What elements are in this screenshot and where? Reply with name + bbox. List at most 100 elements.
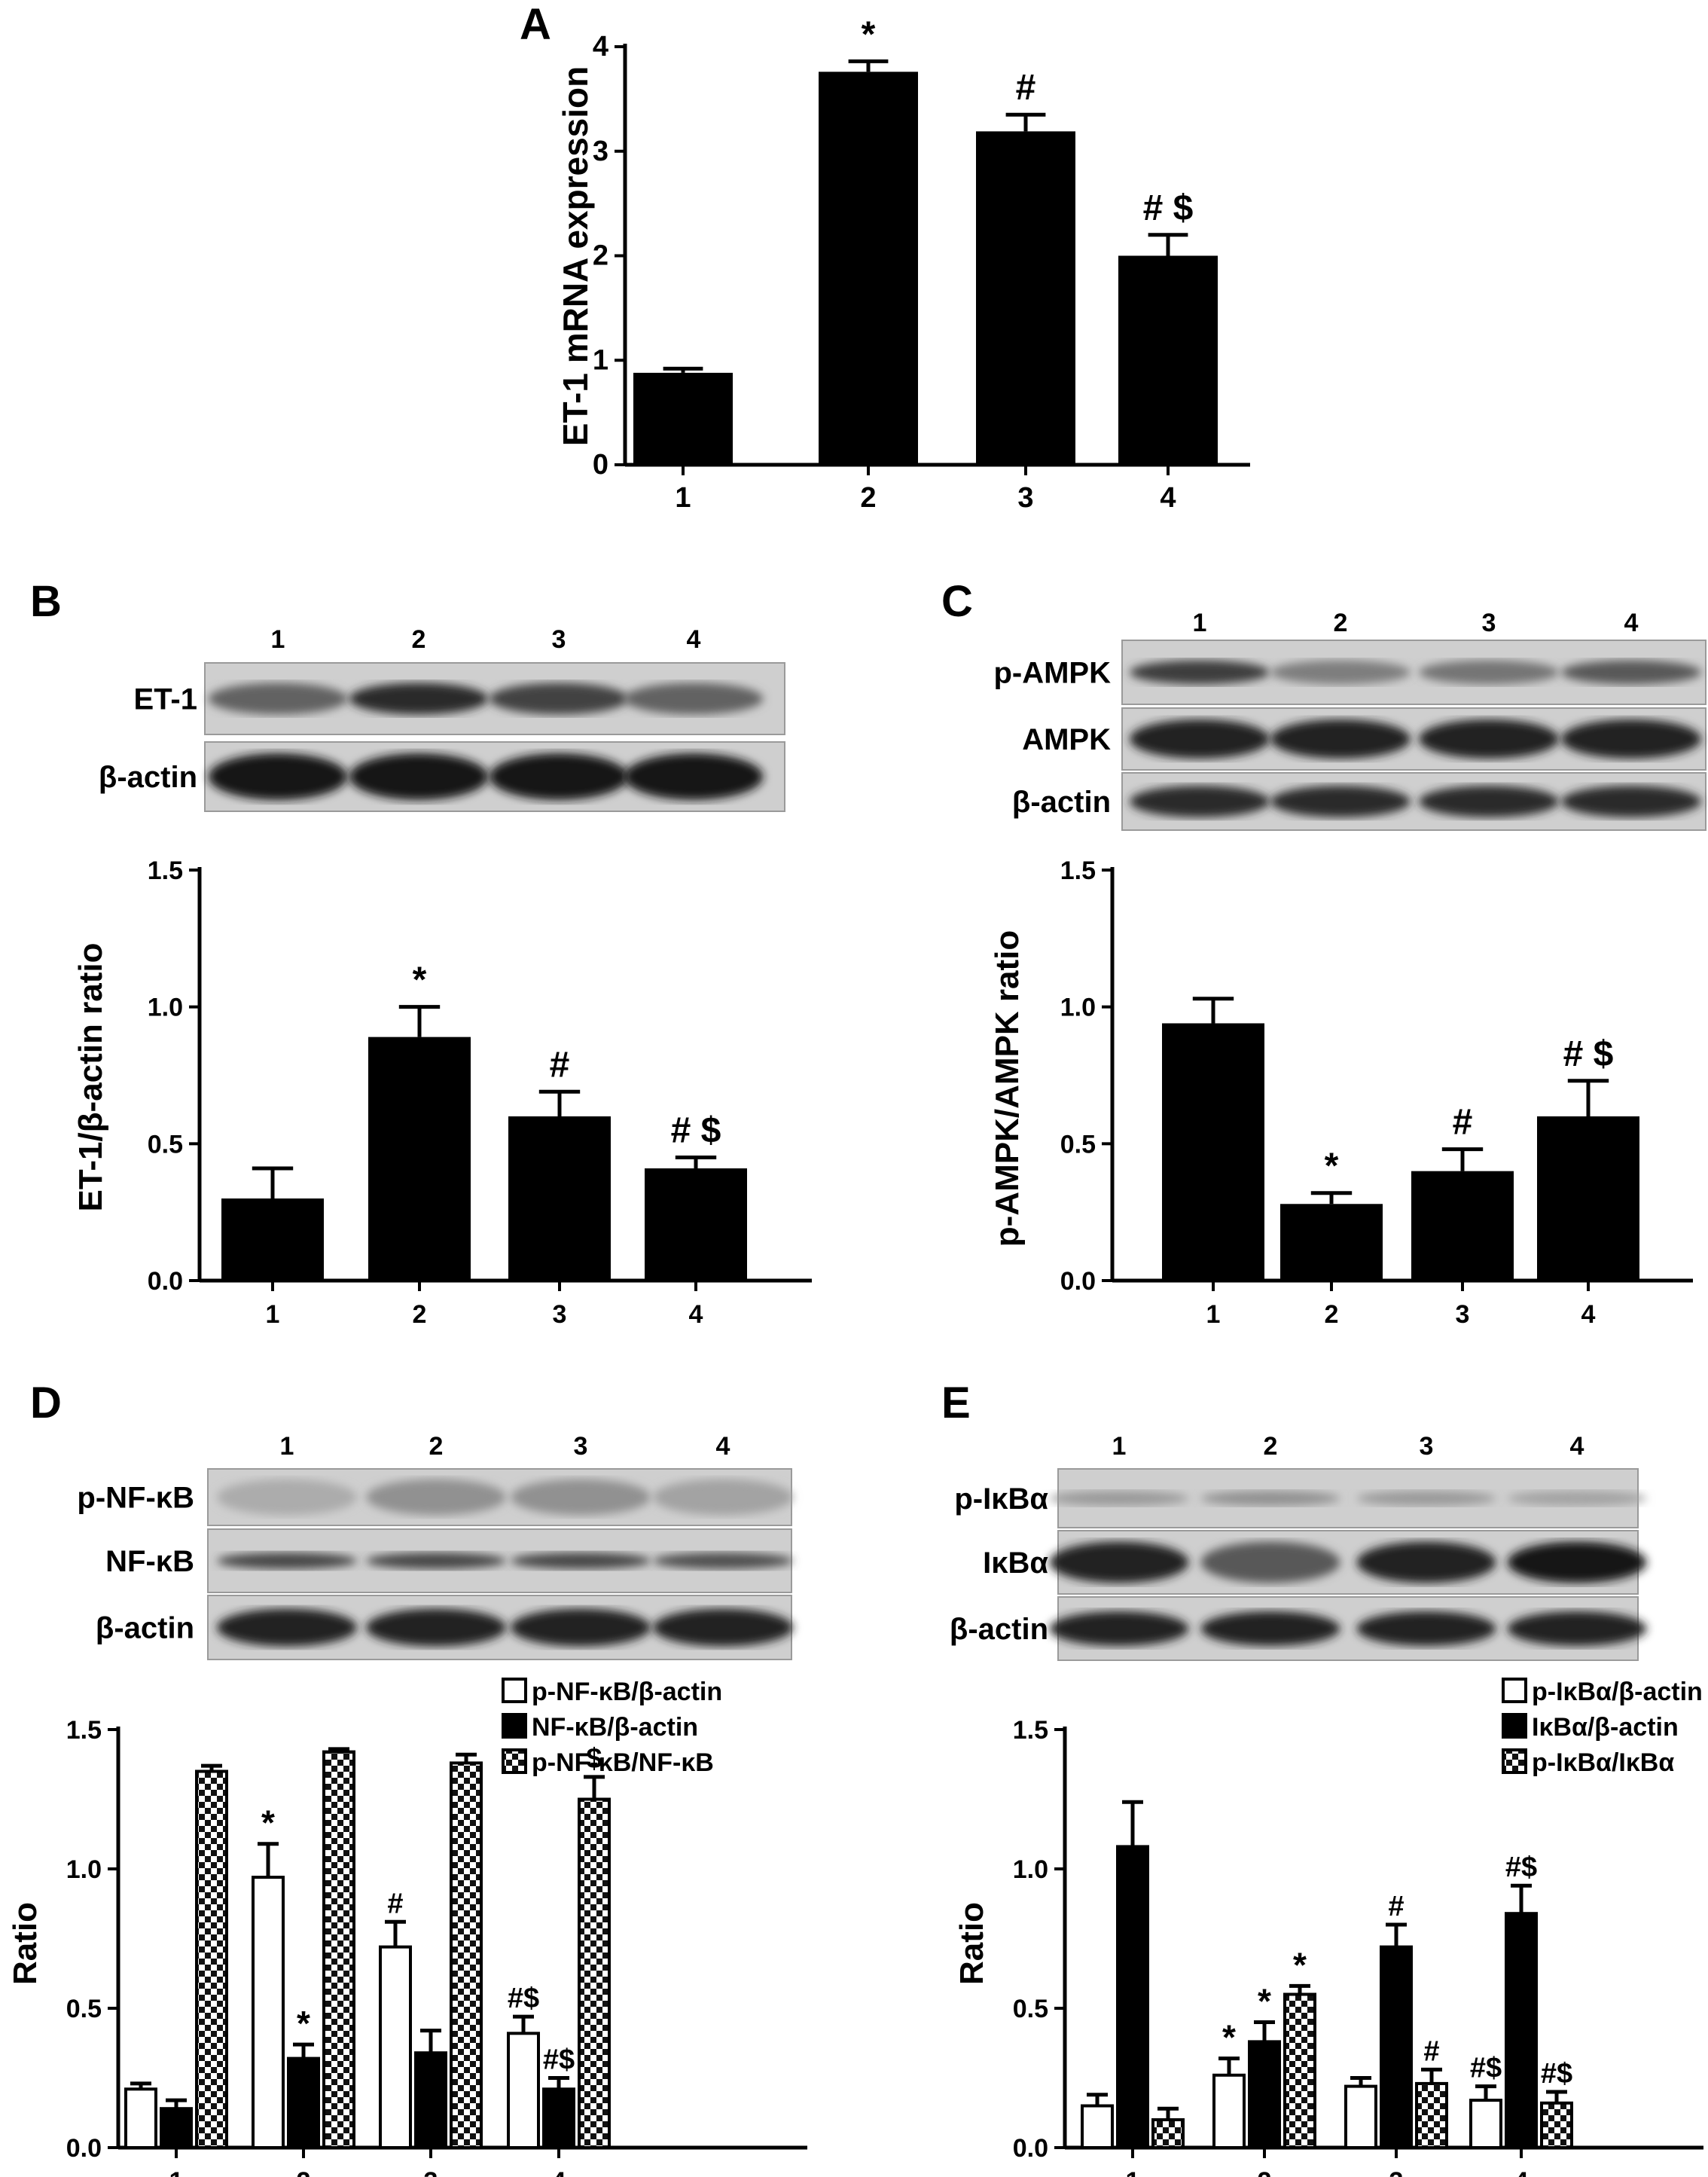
blot-band <box>1356 1541 1496 1583</box>
y-tick-label: 1.5 <box>66 1716 102 1745</box>
significance-label: * <box>297 2004 310 2043</box>
bar <box>1162 1023 1264 1281</box>
significance-label: # <box>1016 68 1036 108</box>
x-tick-label: 2 <box>413 1300 427 1329</box>
bar <box>368 1037 471 1281</box>
bar <box>1118 255 1218 465</box>
panel-letter: C <box>941 577 973 626</box>
blot-band <box>1419 719 1559 759</box>
x-tick-label: 1 <box>1126 2167 1140 2177</box>
y-axis-label: Ratio <box>953 1902 990 1985</box>
x-tick-label: 3 <box>1389 2167 1404 2177</box>
blot-C: 1 2 3 4 p-AMPK AMPK β-actin <box>993 609 1706 831</box>
blot-band <box>1270 660 1411 685</box>
bar <box>450 1761 483 2149</box>
x-tick-label: 2 <box>1258 2167 1272 2177</box>
legend-swatch <box>502 1678 527 1703</box>
blot-row-label: β-actin <box>1012 786 1111 819</box>
y-tick-label: 1.5 <box>1013 1716 1048 1745</box>
bar <box>1081 2104 1114 2149</box>
blot-band <box>1049 1491 1189 1506</box>
blot-lane-label: 4 <box>687 625 701 654</box>
bar <box>1380 1945 1413 2150</box>
bar <box>507 2032 540 2150</box>
significance-label: * <box>1325 1147 1339 1186</box>
bar <box>1151 2118 1185 2149</box>
x-tick-label: 3 <box>1456 1300 1470 1329</box>
y-tick-label: 1.5 <box>148 856 183 885</box>
blot-band <box>653 1608 793 1647</box>
significance-label: #$ <box>1541 2058 1572 2090</box>
panel-letter: E <box>941 1379 971 1427</box>
blot-row-label: p-AMPK <box>993 657 1111 690</box>
bar <box>1248 2040 1281 2149</box>
significance-label: * <box>862 14 876 54</box>
x-tick-label: 4 <box>552 2167 566 2177</box>
blot-band <box>1270 719 1411 759</box>
x-tick-label: 1 <box>675 482 691 514</box>
blot-band <box>1049 1611 1189 1646</box>
legend-swatch <box>502 1748 527 1774</box>
blot-band <box>1507 1491 1647 1506</box>
y-tick-label: 1.0 <box>1013 1855 1048 1884</box>
bar <box>633 372 733 465</box>
blot-band <box>1356 1611 1496 1646</box>
blot-band <box>1419 660 1559 685</box>
blot-band <box>1200 1611 1340 1646</box>
y-tick-label: 0.0 <box>1013 2134 1048 2163</box>
blot-lane-label: 1 <box>1112 1432 1127 1461</box>
legend-swatch <box>1502 1678 1527 1703</box>
blot-row-label: NF-κB <box>105 1545 194 1578</box>
significance-label: * <box>1293 1945 1307 1984</box>
blot-row-label: β-actin <box>96 1612 194 1645</box>
y-axis-label: ET-1 mRNA expression <box>556 66 595 446</box>
blot-band <box>624 682 764 715</box>
bar <box>379 1945 412 2150</box>
significance-label: #$ <box>543 2044 575 2076</box>
x-tick-label: 1 <box>266 1300 280 1329</box>
chart-D: D 0.0 0.5 1.0 1.5 Ratio 1 2 3 4 * * # #$#$ $ p-NF-κB/β-… <box>7 1379 807 2177</box>
legend-swatch <box>1502 1713 1527 1739</box>
bar <box>1469 2099 1502 2150</box>
legend-swatch <box>502 1713 527 1739</box>
blot-band <box>1130 719 1270 759</box>
blot-band <box>1130 786 1270 817</box>
significance-label: #$ <box>1505 1852 1537 1883</box>
chart-E: E 0.0 0.5 1.0 1.5 Ratio 1 2 3 4 * * * # # #$ #$ #$ p-IκBα/… <box>941 1379 1703 2177</box>
bar <box>322 1750 355 2150</box>
bar <box>124 2087 157 2150</box>
blot-row-label: ET-1 <box>134 683 197 716</box>
blot-band <box>511 1479 651 1516</box>
bar <box>1280 1204 1383 1281</box>
blot-band <box>1507 1541 1647 1583</box>
bar <box>542 2087 575 2150</box>
significance-label: # <box>1388 1891 1404 1922</box>
bar <box>1537 1116 1639 1281</box>
x-tick-label: 2 <box>297 2167 311 2177</box>
blot-lane-label: 1 <box>280 1432 294 1461</box>
legend-swatch <box>1502 1748 1527 1774</box>
blot-band <box>366 1553 506 1569</box>
bar <box>976 131 1075 465</box>
blot-band <box>1270 786 1411 817</box>
y-tick-label: 0.0 <box>1060 1267 1096 1296</box>
blot-row-label: p-IκBα <box>954 1482 1048 1516</box>
bar <box>160 2107 193 2149</box>
bar <box>414 2051 447 2149</box>
significance-label: * <box>1222 2018 1236 2057</box>
chart-C: C 0.0 0.5 1.0 1.5 p-AMPK/AMPK ratio 1 2 3 4 * # # $ <box>941 577 1693 1329</box>
x-tick-label: 4 <box>1581 1300 1596 1329</box>
blot-band <box>366 1608 506 1647</box>
blot-band <box>653 1553 793 1569</box>
blot-row-label: β-actin <box>99 761 197 794</box>
y-axis-label: Ratio <box>7 1902 44 1985</box>
chart-B: B 0.0 0.5 1.0 1.5 ET-1/β-actin ratio 1 2 3 4 * # # $ <box>30 577 812 1329</box>
x-tick-label: 2 <box>860 482 876 514</box>
blot-band <box>489 753 629 800</box>
bar <box>252 1876 285 2150</box>
y-tick-label: 1.5 <box>1060 856 1096 885</box>
blot-lane-label: 2 <box>429 1432 444 1461</box>
blot-lane-label: 2 <box>1264 1432 1278 1461</box>
bar <box>508 1116 611 1281</box>
significance-label: # $ <box>1563 1034 1614 1074</box>
